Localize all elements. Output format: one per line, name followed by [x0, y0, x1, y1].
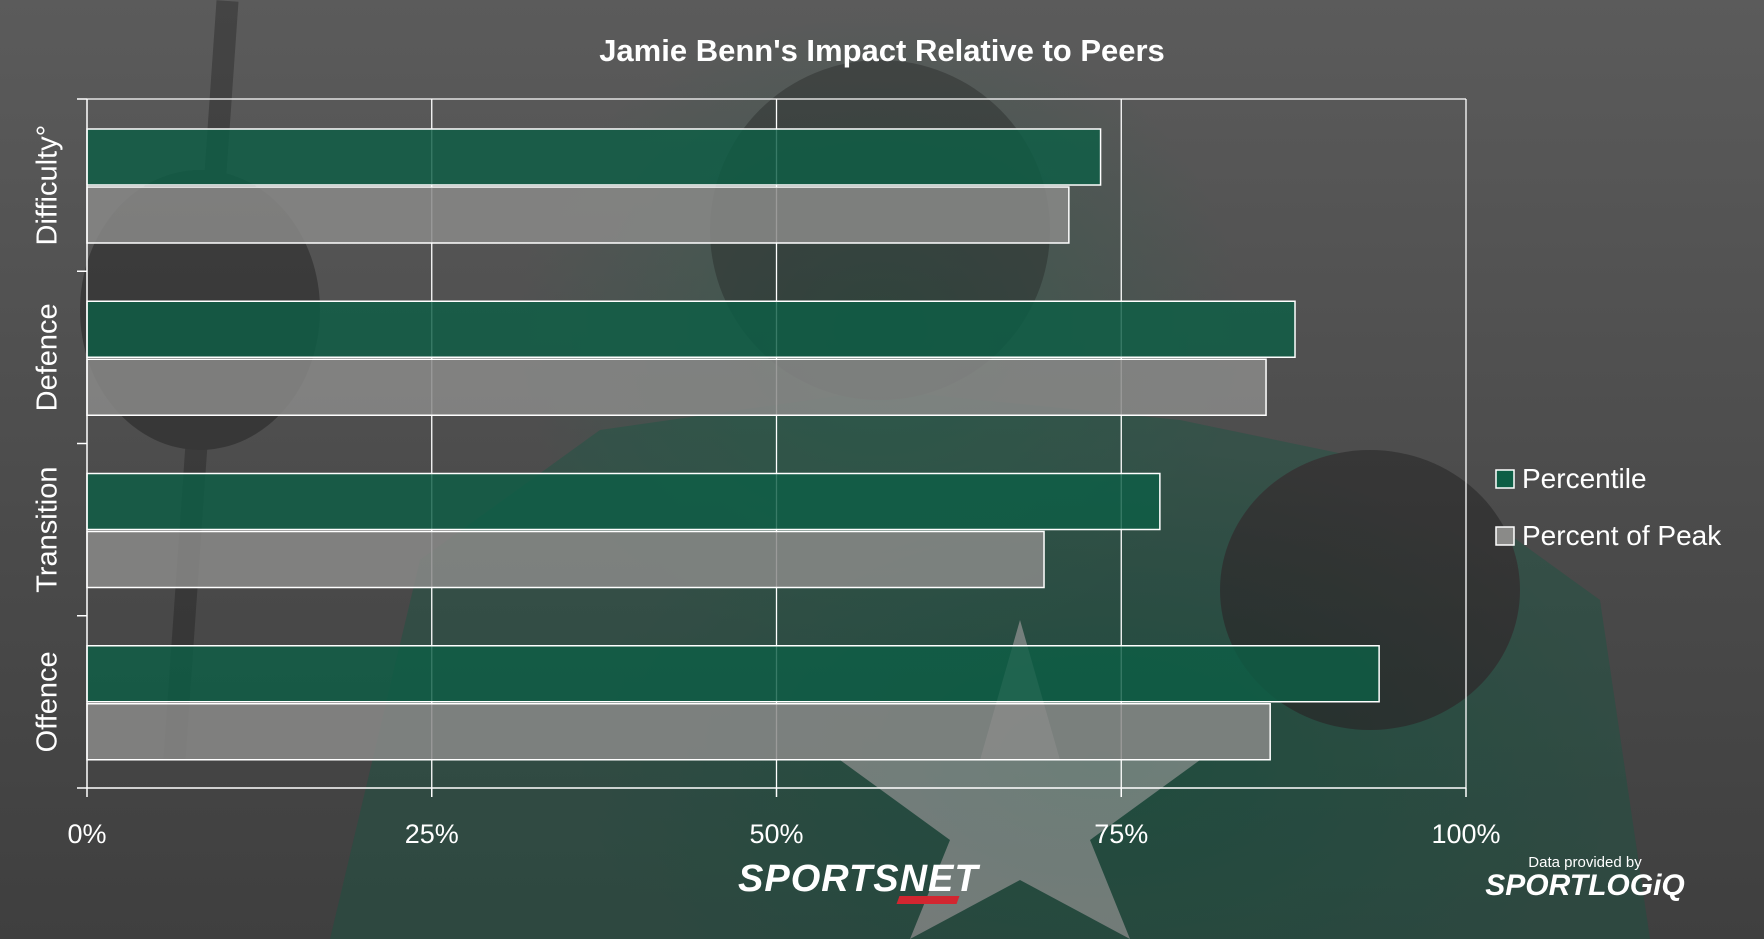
x-tick-label-2: 50% — [749, 819, 803, 849]
category-label-transition: Transition — [32, 466, 64, 592]
bar-offence-percent-of-peak — [86, 703, 1271, 761]
x-tick-label-3: 75% — [1094, 819, 1148, 849]
legend-label-0: Percentile — [1522, 463, 1647, 494]
bar-difficulty-percentile — [86, 128, 1102, 186]
bar-transition-percent-of-peak — [86, 530, 1045, 589]
x-tick-label-1: 25% — [405, 819, 459, 849]
x-tick-label-0: 0% — [67, 819, 106, 849]
chart-title: Jamie Benn's Impact Relative to Peers — [599, 33, 1165, 68]
sportsnet-swoosh-icon — [896, 896, 960, 904]
axes — [77, 98, 1467, 797]
category-labels: Difficulty° Defence Transition Offence — [32, 125, 64, 753]
legend-swatch-1 — [1495, 526, 1515, 546]
x-tick-label-4: 100% — [1431, 819, 1500, 849]
bar-defence-percent-of-peak — [86, 358, 1267, 416]
bar-difficulty-percent-of-peak — [86, 186, 1070, 244]
legend-swatch-0 — [1495, 469, 1515, 489]
category-label-difficulty: Difficulty° — [32, 125, 64, 246]
sportlogiq-logo: SPORTLOGiQ — [1485, 869, 1685, 902]
bar-transition-percentile — [86, 472, 1161, 531]
sportsnet-logo: SPORTSNET — [738, 858, 979, 904]
bars — [86, 128, 1380, 761]
data-credit: Data provided by SPORTLOGiQ — [1485, 854, 1685, 903]
x-tick-labels: 0% 25% 50% 75% 100% — [67, 819, 1500, 849]
sportsnet-logo-text: SPORTSNET — [738, 858, 979, 900]
credit-text: Data provided by — [1528, 854, 1642, 871]
category-label-offence: Offence — [32, 651, 64, 752]
legend-label-1: Percent of Peak — [1522, 520, 1722, 551]
bar-offence-percentile — [86, 645, 1380, 703]
bar-defence-percentile — [86, 300, 1296, 358]
legend: Percentile Percent of Peak — [1495, 463, 1722, 551]
category-label-defence: Defence — [32, 303, 64, 411]
